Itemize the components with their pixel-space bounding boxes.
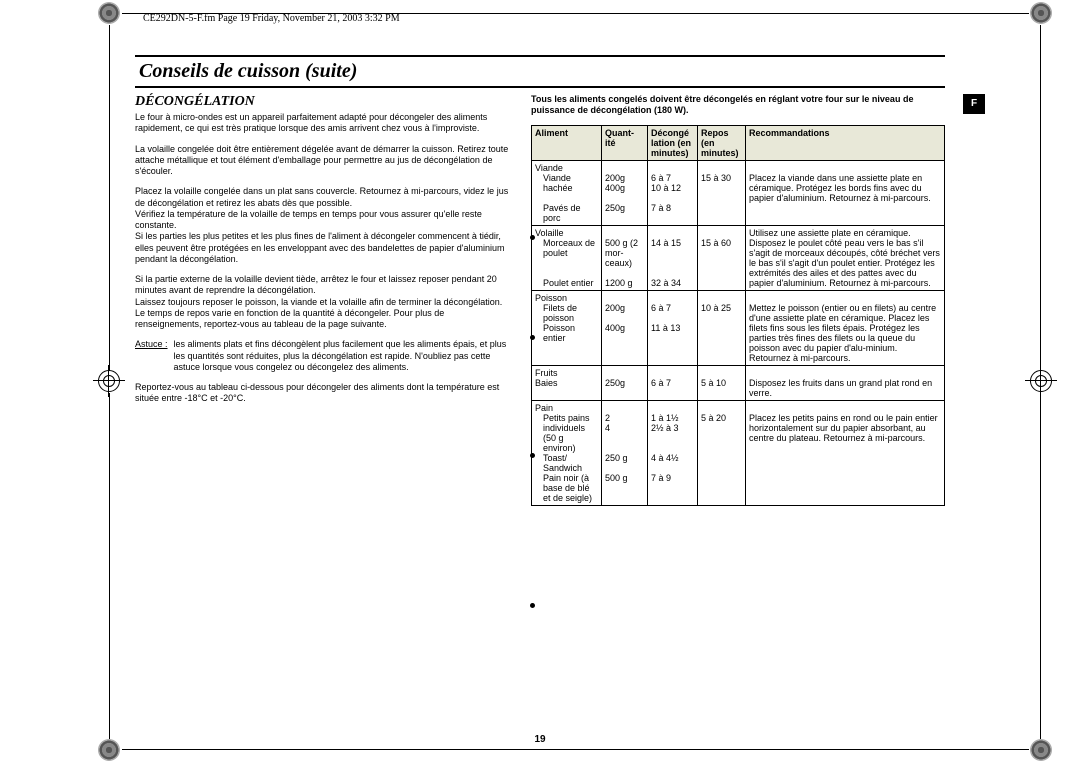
cell: 10 à 12	[651, 183, 681, 193]
cell: 2½ à 3	[651, 423, 679, 433]
food-name: Toast/ Sandwich	[535, 453, 598, 473]
cat-label: Pain	[535, 403, 553, 413]
tip-label: Astuce :	[135, 339, 168, 349]
cell: 250g	[605, 378, 625, 388]
cell: 11 à 13	[651, 323, 680, 333]
cell: 6 à 7	[651, 303, 671, 313]
table-intro: Tous les aliments congelés doivent être …	[531, 94, 945, 117]
section-subtitle: DÉCONGÉLATION	[135, 94, 513, 110]
cell: 2	[605, 413, 610, 423]
cell: 500 g (2 mor-ceaux)	[605, 238, 638, 268]
paragraph: Reportez-vous au tableau ci-dessous pour…	[135, 382, 513, 405]
cell: 6 à 7	[651, 173, 671, 183]
cell: 10 à 25	[701, 303, 731, 313]
table-row: Poisson Filets de poisson Poisson entier…	[532, 290, 945, 365]
food-name: Pain noir (à base de blé et de seigle)	[535, 473, 598, 503]
food-name: Morceaux de poulet	[535, 238, 598, 258]
right-column: F Tous les aliments congelés doivent êtr…	[531, 94, 945, 506]
th-time: Décongé lation (en minutes)	[648, 125, 698, 160]
table-row: Volaille Morceaux de poulet Poulet entie…	[532, 225, 945, 290]
cell: 1 à 1½	[651, 413, 679, 423]
food-name: Pavés de porc	[535, 203, 598, 223]
paragraph: Placez la volaille congelée dans un plat…	[135, 186, 513, 265]
cell: 250 g	[605, 453, 628, 463]
cell: 500 g	[605, 473, 628, 483]
cell: Utilisez une assiette plate en céramique…	[749, 228, 940, 288]
food-name: Poisson entier	[535, 323, 598, 343]
th-qty: Quant-ité	[602, 125, 648, 160]
food-name: Baies	[535, 378, 558, 388]
food-name: Poulet entier	[535, 278, 598, 288]
cell: Disposez les fruits dans un grand plat r…	[749, 378, 932, 398]
page-title: Conseils de cuisson (suite)	[139, 60, 945, 83]
tip-text: les aliments plats et fins décongèlent p…	[174, 339, 513, 373]
table-row: Fruits Baies 250g 6 à 7 5 à 10 Disposez …	[532, 365, 945, 400]
cell: 250g	[605, 203, 625, 213]
cell: 1200 g	[605, 278, 633, 288]
cat-label: Fruits	[535, 368, 558, 378]
title-bar: Conseils de cuisson (suite)	[135, 55, 945, 88]
cat-label: Viande	[535, 163, 563, 173]
cell: Mettez le poisson (entier ou en filets) …	[749, 303, 936, 363]
table-row: Viande Viande hachée Pavés de porc 200g …	[532, 160, 945, 225]
page-number: 19	[534, 734, 545, 745]
cell: 400g	[605, 183, 625, 193]
cell: 400g	[605, 323, 625, 333]
food-name: Viande hachée	[535, 173, 598, 193]
paragraph: La volaille congelée doit être entièreme…	[135, 144, 513, 178]
cell: 32 à 34	[651, 278, 681, 288]
pdf-header: CE292DN-5-F.fm Page 19 Friday, November …	[143, 13, 400, 24]
cell: 5 à 20	[701, 413, 726, 423]
cell: 14 à 15	[651, 238, 681, 248]
cat-label: Volaille	[535, 228, 564, 238]
cell: 200g	[605, 303, 625, 313]
tip-row: Astuce : les aliments plats et fins déco…	[135, 339, 513, 373]
cell: 15 à 60	[701, 238, 731, 248]
paragraph: Le four à micro-ondes est un appareil pa…	[135, 112, 513, 135]
food-name: Petits pains individuels (50 g environ)	[535, 413, 598, 453]
cell: Placez les petits pains en rond ou le pa…	[749, 413, 938, 443]
cell: 6 à 7	[651, 378, 671, 388]
cell: 15 à 30	[701, 173, 731, 183]
food-name: Filets de poisson	[535, 303, 598, 323]
th-rec: Recommandations	[746, 125, 945, 160]
defrost-table: Aliment Quant-ité Décongé lation (en min…	[531, 125, 945, 506]
cat-label: Poisson	[535, 293, 567, 303]
cell: 4	[605, 423, 610, 433]
cell: Placez la viande dans une assiette plate…	[749, 173, 931, 203]
cell: 200g	[605, 173, 625, 183]
left-column: DÉCONGÉLATION Le four à micro-ondes est …	[135, 94, 513, 506]
cell: 7 à 9	[651, 473, 671, 483]
cell: 5 à 10	[701, 378, 726, 388]
th-rest: Repos (en minutes)	[698, 125, 746, 160]
cell: 4 à 4½	[651, 453, 679, 463]
language-tab: F	[963, 94, 985, 114]
th-aliment: Aliment	[532, 125, 602, 160]
paragraph: Si la partie externe de la volaille devi…	[135, 274, 513, 330]
page-content: Conseils de cuisson (suite) DÉCONGÉLATIO…	[135, 55, 945, 506]
cell: 7 à 8	[651, 203, 671, 213]
table-row: Pain Petits pains individuels (50 g envi…	[532, 400, 945, 505]
